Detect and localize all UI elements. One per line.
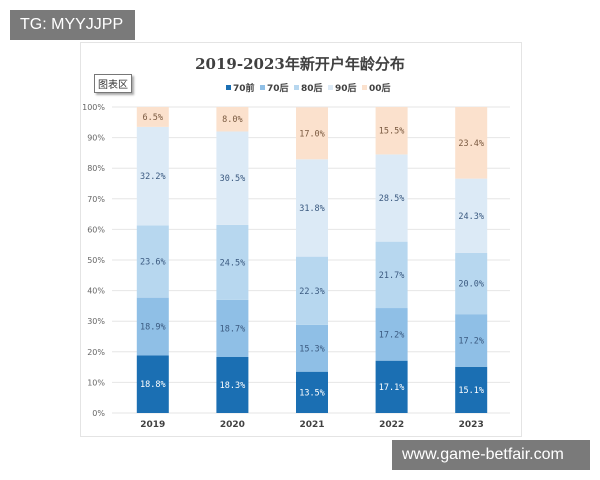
y-tick-label: 30% [87,317,105,326]
data-label: 17.0% [299,129,325,139]
y-tick-label: 20% [87,348,105,357]
x-tick-label: 2019 [140,420,165,430]
data-label: 20.0% [458,280,484,290]
x-tick-label: 2023 [459,420,484,430]
bar-segment [455,252,488,315]
legend-swatch [294,85,299,90]
data-label: 21.7% [379,271,405,281]
data-label: 24.3% [458,212,484,222]
data-label: 18.7% [220,324,246,334]
bar-segment [296,159,328,257]
y-tick-label: 60% [87,225,105,234]
legend-swatch [226,85,231,90]
bar-segment [216,299,249,358]
y-tick-label: 50% [87,256,105,265]
bar-segment [216,107,249,132]
data-label: 15.1% [458,386,484,396]
data-label: 28.5% [379,194,405,204]
bar-segment [296,324,328,372]
chart-area-label: 图表区 [94,74,132,93]
data-label: 17.2% [379,330,405,340]
bar-segment [375,107,408,155]
bar-segment [375,308,408,361]
data-label: 15.3% [299,344,325,354]
y-tick-label: 0% [92,409,105,418]
data-label: 13.5% [299,388,325,398]
legend-swatch [260,85,265,90]
legend-swatch [362,85,367,90]
bar-segment [136,355,169,413]
y-tick-label: 80% [87,164,105,173]
tg-watermark: TG: MYYJJPP [10,10,135,40]
data-label: 18.9% [140,323,166,333]
bar-segment [136,225,169,298]
data-label: 8.0% [222,115,242,125]
bar-segment [136,107,169,127]
bar-segment [455,366,488,413]
bar-segment [296,256,328,325]
bar-segment [375,360,408,413]
data-label: 18.3% [220,381,246,391]
data-label: 15.5% [379,127,405,137]
bar-segment [455,178,488,253]
data-label: 18.8% [140,380,166,390]
y-tick-label: 10% [87,378,105,387]
bar-segment [136,126,169,226]
data-label: 30.5% [220,174,246,184]
y-tick-label: 70% [87,195,105,204]
bar-segment [216,357,249,413]
data-label: 6.5% [143,113,163,123]
legend-label: 70后 [267,82,289,94]
x-tick-label: 2020 [220,420,245,430]
data-label: 24.5% [220,258,246,268]
data-label: 32.2% [140,172,166,182]
site-watermark: www.game-betfair.com [392,440,590,470]
data-label: 17.1% [379,383,405,393]
bar-segment [216,131,249,225]
bar-segment [136,297,169,356]
data-label: 22.3% [299,287,325,297]
x-tick-label: 2021 [299,420,324,430]
legend-label: 80后 [301,82,323,94]
bar-segment [375,154,408,242]
data-label: 23.6% [140,258,166,268]
y-tick-label: 90% [87,134,105,143]
data-label: 23.4% [458,139,484,149]
bar-segment [296,371,328,413]
x-tick-label: 2022 [379,420,404,430]
bar-segment [455,107,488,179]
chart-title: 2019-2023年新开户年龄分布 [195,55,405,73]
bar-segment [455,314,488,367]
data-label: 17.2% [458,336,484,346]
bar-segment [216,224,249,300]
legend-label: 70前 [233,82,255,94]
y-tick-label: 100% [82,103,105,112]
legend-label: 00后 [369,82,391,94]
legend-swatch [328,85,333,90]
legend-label: 90后 [335,82,357,94]
y-tick-label: 40% [87,287,105,296]
bar-segment [375,241,408,309]
data-label: 31.8% [299,204,325,214]
bar-segment [296,107,328,160]
